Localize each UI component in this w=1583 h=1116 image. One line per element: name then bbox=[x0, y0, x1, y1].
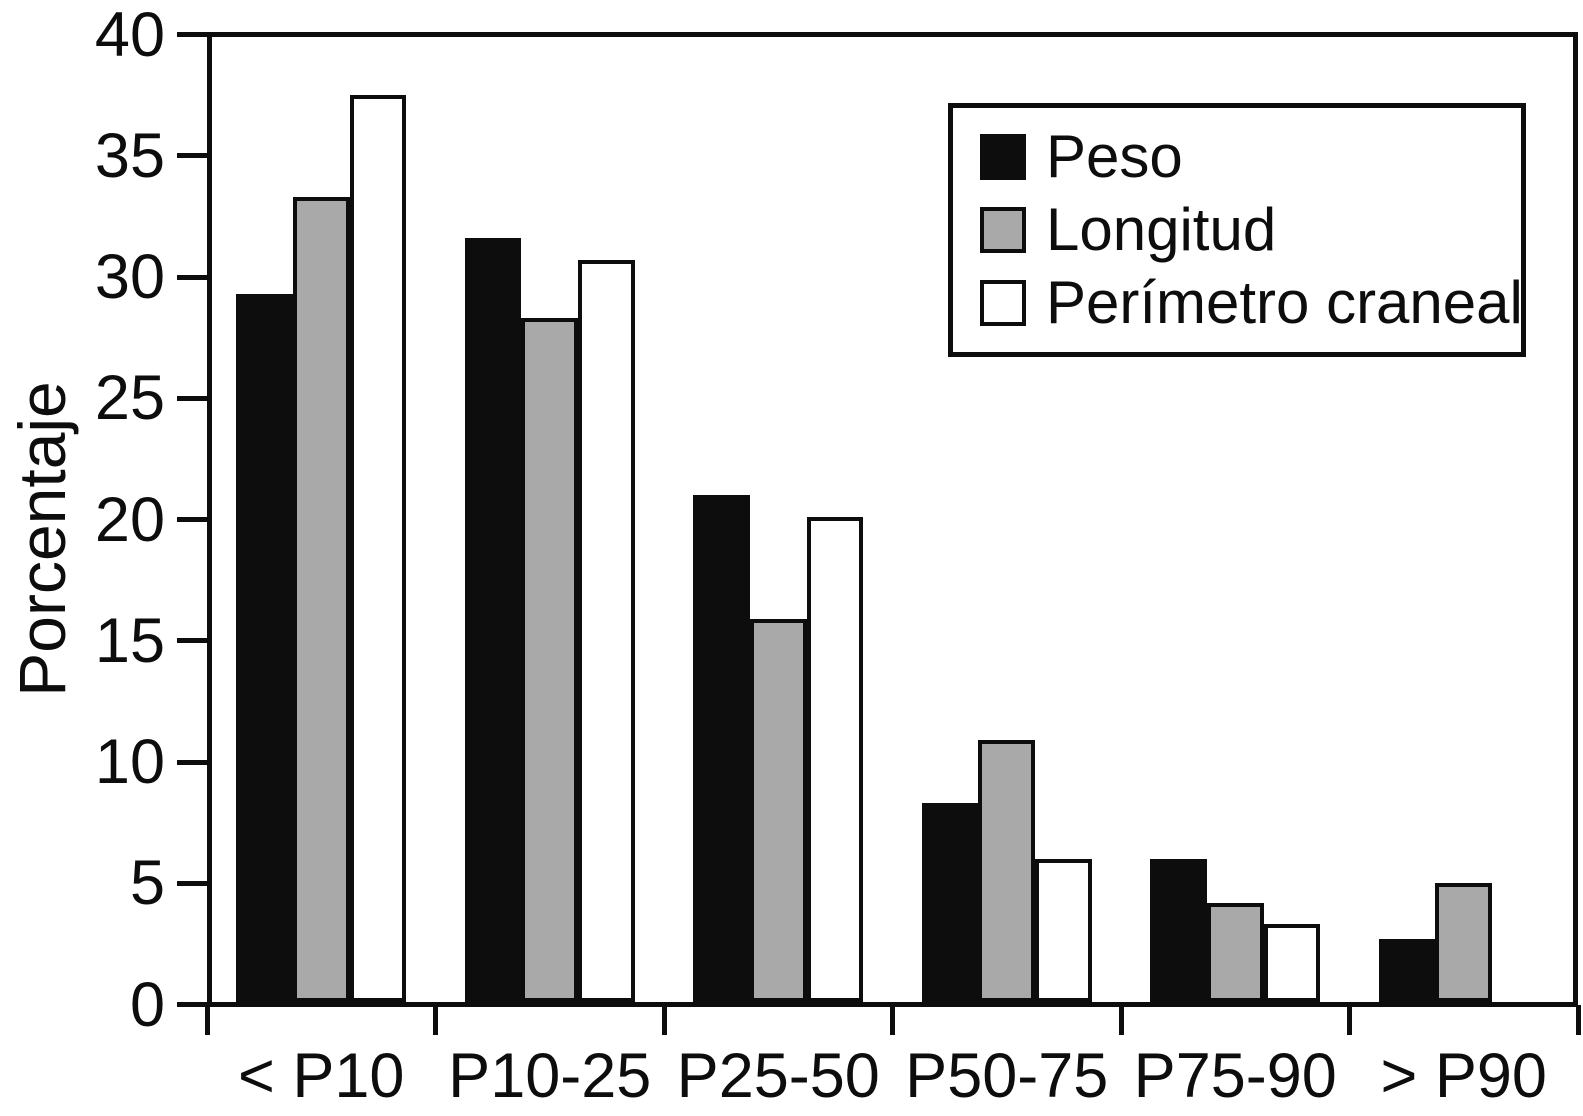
bar-peso-p10 bbox=[236, 293, 293, 1002]
x-category-label: P25-50 bbox=[676, 1041, 880, 1111]
legend-item-peso: Peso bbox=[980, 120, 1521, 193]
y-tick-label: 0 bbox=[129, 969, 165, 1040]
y-tick-label: 40 bbox=[94, 0, 165, 70]
bar-perimetro-craneal-p75-90 bbox=[1263, 924, 1321, 1002]
x-tick-mark bbox=[1118, 1004, 1124, 1035]
y-tick-mark bbox=[177, 1002, 207, 1007]
bar-longitud-p10 bbox=[292, 196, 350, 1002]
y-tick-label: 30 bbox=[94, 242, 165, 312]
y-tick-mark bbox=[177, 395, 207, 401]
bar-peso-p75-90 bbox=[1150, 858, 1207, 1002]
bar-longitud-p25-50 bbox=[749, 618, 807, 1002]
x-category-label: < P10 bbox=[238, 1041, 405, 1111]
x-tick-mark bbox=[1347, 1004, 1352, 1035]
x-tick-mark bbox=[1575, 1004, 1581, 1035]
legend-swatch-longitud bbox=[980, 206, 1026, 253]
y-tick-mark bbox=[177, 517, 207, 522]
y-tick-mark bbox=[177, 32, 207, 37]
bar-perimetro-craneal-p10 bbox=[349, 95, 407, 1002]
y-tick-mark bbox=[177, 759, 207, 765]
bar-perimetro-craneal-p10-25 bbox=[578, 259, 635, 1002]
legend-item-longitud: Longitud bbox=[980, 193, 1521, 266]
bar-perimetro-craneal-p50-75 bbox=[1035, 858, 1092, 1002]
x-tick-mark bbox=[890, 1004, 895, 1035]
legend-label: Perímetro craneal bbox=[1046, 269, 1523, 336]
y-tick-label: 15 bbox=[94, 605, 165, 676]
bar-peso-p90 bbox=[1378, 938, 1436, 1002]
x-category-label: > P90 bbox=[1380, 1041, 1547, 1111]
x-tick-mark bbox=[661, 1004, 667, 1035]
y-tick-label: 35 bbox=[94, 120, 165, 191]
y-tick-label: 20 bbox=[94, 484, 165, 555]
legend-swatch-perimetro-craneal bbox=[980, 279, 1026, 326]
legend: Peso Longitud Perímetro craneal bbox=[948, 103, 1526, 357]
x-category-label: P50-75 bbox=[905, 1041, 1109, 1111]
bar-perimetro-craneal-p25-50 bbox=[806, 517, 864, 1002]
x-category-label: P75-90 bbox=[1133, 1041, 1337, 1111]
y-tick-mark bbox=[177, 153, 207, 159]
y-tick-mark bbox=[177, 274, 207, 280]
x-tick-mark bbox=[433, 1004, 438, 1035]
bar-longitud-p75-90 bbox=[1206, 902, 1264, 1002]
y-tick-mark bbox=[177, 880, 207, 886]
x-category-label: P10-25 bbox=[448, 1041, 652, 1111]
legend-label: Longitud bbox=[1046, 196, 1277, 263]
y-tick-label: 10 bbox=[94, 727, 165, 797]
bar-longitud-p90 bbox=[1435, 883, 1493, 1002]
bar-peso-p10-25 bbox=[464, 238, 522, 1002]
legend-swatch-peso bbox=[980, 133, 1026, 180]
bar-longitud-p10-25 bbox=[521, 318, 579, 1002]
legend-label: Peso bbox=[1046, 123, 1183, 190]
bar-longitud-p50-75 bbox=[978, 740, 1036, 1002]
bar-peso-p25-50 bbox=[693, 495, 750, 1002]
x-tick-mark bbox=[204, 1004, 210, 1035]
y-tick-label: 5 bbox=[129, 848, 165, 919]
legend-item-perimetro-craneal: Perímetro craneal bbox=[980, 266, 1523, 339]
y-tick-label: 25 bbox=[94, 363, 165, 434]
y-tick-mark bbox=[177, 638, 207, 644]
bar-peso-p50-75 bbox=[921, 803, 979, 1002]
